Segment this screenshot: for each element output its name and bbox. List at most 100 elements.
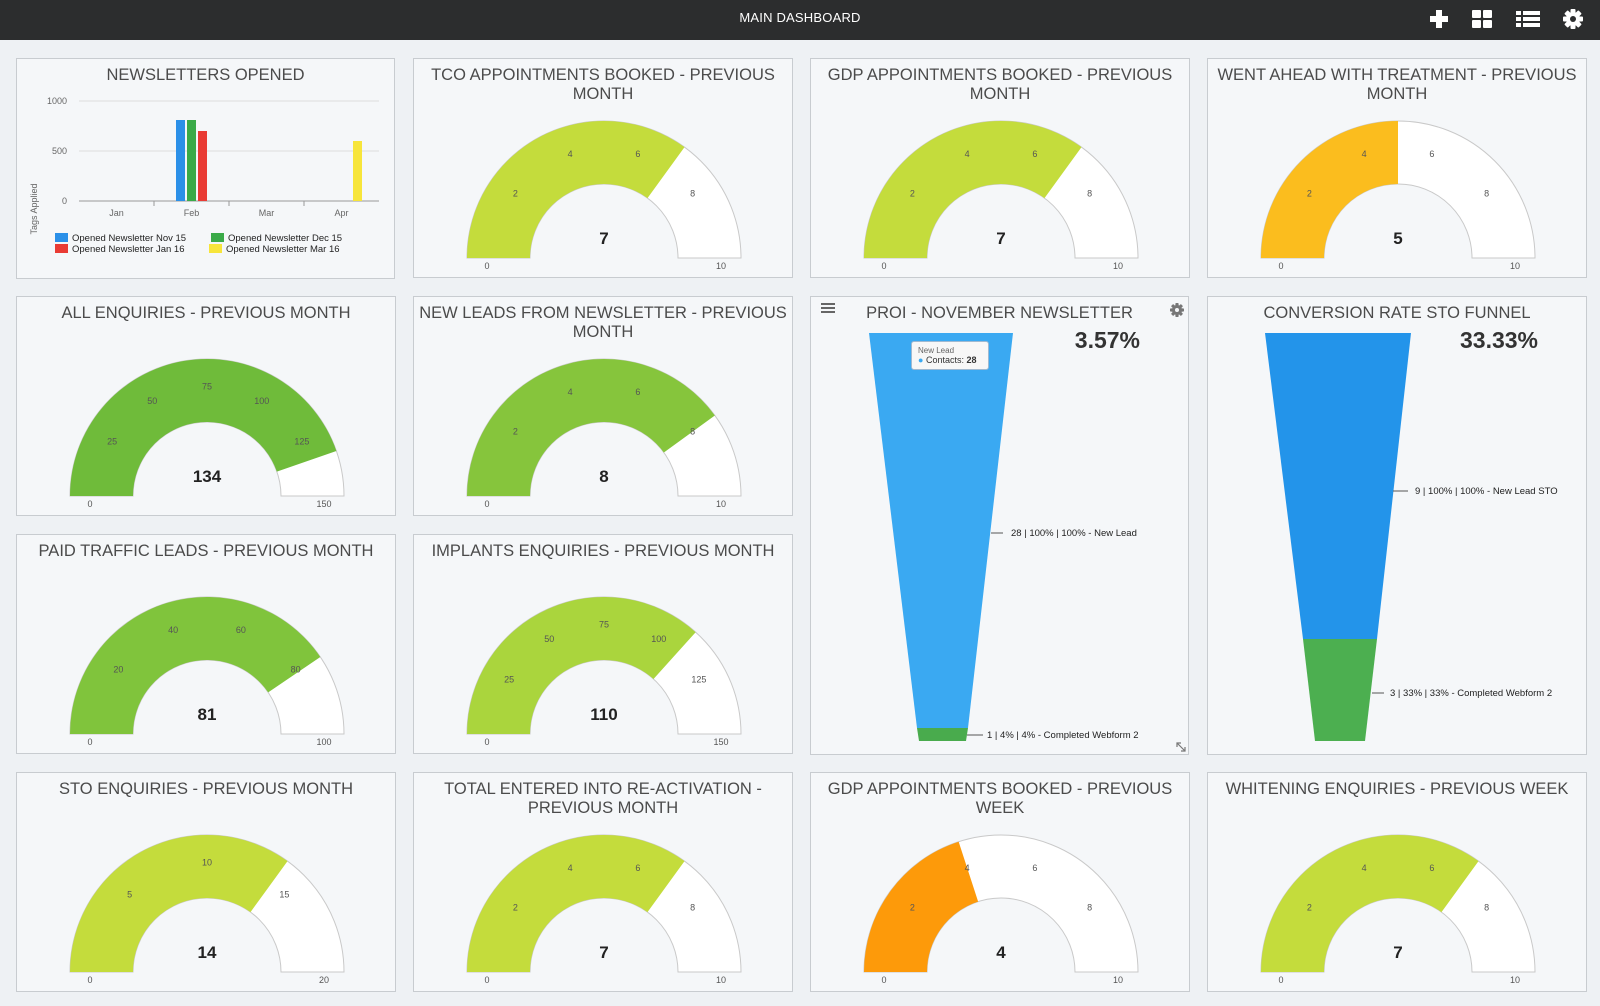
gauge-panel-gdp: GDP APPOINTMENTS BOOKED - PREVIOUS MONTH… xyxy=(810,58,1190,278)
plus-icon[interactable] xyxy=(1428,8,1450,30)
gauge-tick-label: 25 xyxy=(107,436,117,446)
bar-feb-series-1[interactable] xyxy=(187,120,196,201)
gauge-tick-label: 0 xyxy=(881,975,886,985)
legend-swatch xyxy=(211,233,224,242)
panel-title: WENT AHEAD WITH TREATMENT - PREVIOUS MON… xyxy=(1217,66,1577,103)
legend-item[interactable]: Opened Newsletter Jan 16 xyxy=(55,244,184,255)
dashboard-title: MAIN DASHBOARD xyxy=(739,10,861,25)
gauge-tick-label: 80 xyxy=(291,665,301,675)
gear-icon[interactable] xyxy=(1562,8,1584,30)
top-bar: MAIN DASHBOARD xyxy=(0,0,1600,40)
legend-item[interactable]: Opened Newsletter Nov 15 xyxy=(55,233,186,244)
y-axis-label: Tags Applied xyxy=(29,183,39,234)
funnel-tooltip: New Lead ● Contacts: 28 xyxy=(911,341,989,370)
list-icon[interactable] xyxy=(1516,8,1540,30)
gauge-tick-label: 0 xyxy=(87,737,92,747)
gauge-tick-label: 5 xyxy=(127,890,132,900)
gauge-chart: 0 25 50 75 100 125 150 134 xyxy=(69,358,345,509)
x-tick-label: Feb xyxy=(184,208,200,218)
funnel-stage-new-lead[interactable] xyxy=(869,333,1013,728)
gauge-tick-label: 6 xyxy=(635,863,640,873)
funnel-label-top: 9 | 100% | 100% - New Lead STO xyxy=(1415,486,1558,497)
gauge-fill xyxy=(1261,835,1479,972)
funnel-stage-completed-webform[interactable] xyxy=(917,728,968,741)
gauge-tick-label: 25 xyxy=(504,674,514,684)
tooltip-value: 28 xyxy=(966,355,977,365)
gauge-fill xyxy=(864,121,1082,258)
gauge-tick-label: 4 xyxy=(965,149,970,159)
gauge-panel-sto: STO ENQUIRIES - PREVIOUS MONTH 0 5 10 15 20 14 xyxy=(16,772,396,992)
gauge-tick-label: 100 xyxy=(254,396,269,406)
gauge-tick-label: 60 xyxy=(236,625,246,635)
gauge-value: 134 xyxy=(193,467,222,486)
gauge-fill xyxy=(467,835,685,972)
gauge-value: 7 xyxy=(599,229,608,248)
gauge-chart: 0 2 4 6 8 10 8 xyxy=(466,358,742,509)
legend-item[interactable]: Opened Newsletter Mar 16 xyxy=(209,244,340,255)
panel-title: ALL ENQUIRIES - PREVIOUS MONTH xyxy=(61,304,351,322)
gauge-tick-label: 10 xyxy=(716,975,726,985)
gauge-value: 14 xyxy=(198,943,217,962)
gauge-tick-label: 6 xyxy=(1032,149,1037,159)
funnel-label-bottom: 1 | 4% | 4% - Completed Webform 2 xyxy=(987,730,1139,741)
legend-swatch xyxy=(55,233,68,242)
gauge-value: 7 xyxy=(599,943,608,962)
resize-icon[interactable] xyxy=(1176,742,1186,752)
gauge-tick-label: 2 xyxy=(910,189,915,199)
gauge-tick-label: 0 xyxy=(87,975,92,985)
gauge-tick-label: 10 xyxy=(1510,261,1520,271)
bar-apr-series-3[interactable] xyxy=(353,141,362,201)
gauge-value: 4 xyxy=(996,943,1006,962)
gauge-tick-label: 2 xyxy=(513,427,518,437)
gauge-tick-label: 0 xyxy=(1278,261,1283,271)
gauge-fill xyxy=(1261,121,1398,258)
gauge-tick-label: 8 xyxy=(1484,189,1489,199)
gauge-tick-label: 20 xyxy=(113,665,123,675)
bar-feb-series-2[interactable] xyxy=(198,131,207,201)
gauge-chart: 0 20 40 60 80 100 81 xyxy=(69,596,345,747)
legend-swatch xyxy=(209,244,222,253)
funnel-stage-completed-webform[interactable] xyxy=(1303,639,1377,741)
gauge-tick-label: 2 xyxy=(1307,903,1312,913)
gauge-tick-label: 4 xyxy=(1362,149,1367,159)
gauge-panel-gdpweek: GDP APPOINTMENTS BOOKED - PREVIOUS WEEK 0… xyxy=(810,772,1190,992)
gauge-tick-label: 0 xyxy=(484,975,489,985)
gauge-tick-label: 50 xyxy=(147,396,157,406)
gauge-tick-label: 6 xyxy=(635,387,640,397)
gauge-tick-label: 0 xyxy=(484,499,489,509)
gauge-tick-label: 50 xyxy=(544,634,554,644)
gauge-value: 110 xyxy=(590,705,617,724)
gauge-tick-label: 8 xyxy=(1087,903,1092,913)
panel-title: NEW LEADS FROM NEWSLETTER - PREVIOUS MON… xyxy=(419,304,787,341)
panel-title: CONVERSION RATE STO FUNNEL xyxy=(1263,304,1531,322)
panel-gear-icon[interactable] xyxy=(1170,303,1184,317)
grid-icon[interactable] xyxy=(1471,8,1493,30)
panel-title: STO ENQUIRIES - PREVIOUS MONTH xyxy=(59,780,353,798)
gauge-tick-label: 8 xyxy=(690,903,695,913)
panel-title: TOTAL ENTERED INTO RE-ACTIVATION - PREVI… xyxy=(444,780,762,817)
x-tick-label: Mar xyxy=(259,208,275,218)
gauge-tick-label: 15 xyxy=(279,890,289,900)
gauge-tick-label: 40 xyxy=(168,625,178,635)
panel-title: WHITENING ENQUIRIES - PREVIOUS WEEK xyxy=(1225,780,1569,798)
gauge-chart: 0 2 4 6 8 10 7 xyxy=(863,120,1139,271)
gauge-tick-label: 8 xyxy=(1087,189,1092,199)
gauge-tick-label: 6 xyxy=(1429,149,1434,159)
gauge-chart: 0 2 4 6 8 10 7 xyxy=(1260,834,1536,985)
funnel-label-bottom: 3 | 33% | 33% - Completed Webform 2 xyxy=(1390,688,1552,699)
gauge-tick-label: 6 xyxy=(635,149,640,159)
hamburger-menu-icon[interactable] xyxy=(821,303,835,313)
conversion-percent: 33.33% xyxy=(1459,327,1538,353)
panel-title: PAID TRAFFIC LEADS - PREVIOUS MONTH xyxy=(38,542,374,560)
gauge-tick-label: 0 xyxy=(87,499,92,509)
gauge-tick-label: 4 xyxy=(568,149,573,159)
legend-item[interactable]: Opened Newsletter Dec 15 xyxy=(211,233,342,244)
panel-title: IMPLANTS ENQUIRIES - PREVIOUS MONTH xyxy=(431,542,775,560)
gauge-tick-label: 75 xyxy=(202,382,212,392)
gauge-tick-label: 150 xyxy=(713,737,728,747)
bar-feb-series-0[interactable] xyxy=(176,120,185,201)
funnel-stage-new-lead-sto[interactable] xyxy=(1265,333,1411,639)
gauge-tick-label: 8 xyxy=(690,189,695,199)
gauge-panel-tco: TCO APPOINTMENTS BOOKED - PREVIOUS MONTH… xyxy=(413,58,793,278)
y-tick-label: 500 xyxy=(52,146,67,156)
